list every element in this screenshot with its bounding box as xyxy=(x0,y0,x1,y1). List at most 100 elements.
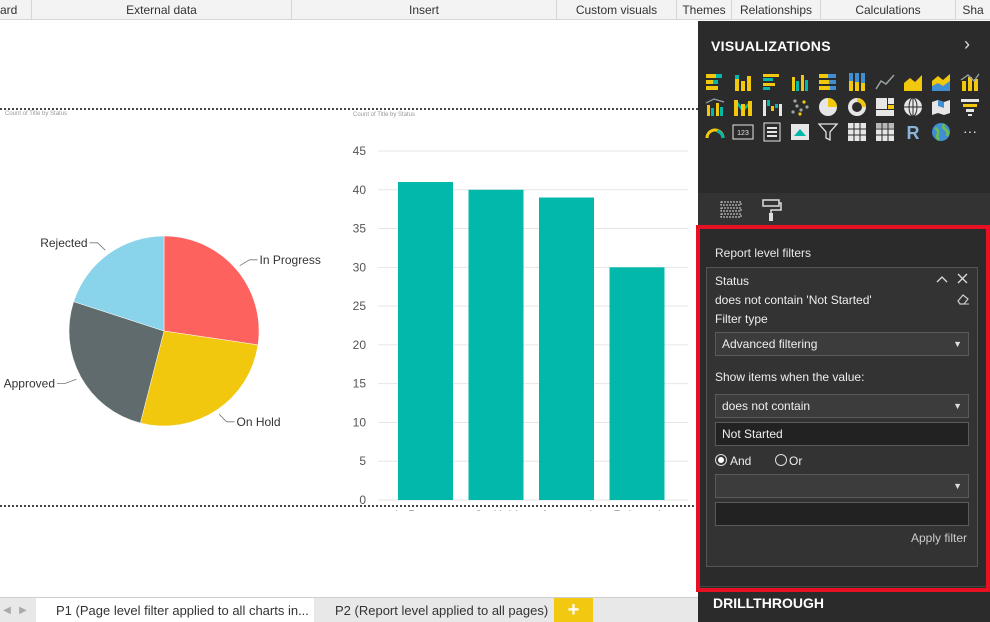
x-tick-label: Approved xyxy=(541,508,592,511)
pie-slice-rejected[interactable] xyxy=(73,235,165,332)
condition1-dropdown[interactable]: does not contain ▼ xyxy=(715,394,969,418)
y-tick-label: 35 xyxy=(353,222,367,236)
and-label: And xyxy=(730,454,752,468)
collapse-pane-icon[interactable]: › xyxy=(964,34,970,54)
line-column-icon[interactable] xyxy=(959,71,981,93)
visualizations-title: VISUALIZATIONS xyxy=(711,38,831,54)
r-visual-icon[interactable]: R xyxy=(902,121,924,143)
line-chart-icon[interactable] xyxy=(874,71,896,93)
tab-page-2[interactable]: P2 (Report level applied to all pages) xyxy=(335,603,549,618)
more-icon[interactable]: ··· xyxy=(959,121,981,143)
stacked-area-icon[interactable] xyxy=(930,71,952,93)
report-level-filters-title: Report level filters xyxy=(715,246,812,260)
kpi-icon[interactable] xyxy=(789,121,811,143)
filled-map-icon[interactable] xyxy=(930,96,952,118)
scatter-icon[interactable] xyxy=(789,96,811,118)
funnel-icon[interactable] xyxy=(959,96,981,118)
clear-filter-eraser-icon[interactable] xyxy=(956,293,970,305)
ribbon-group-external-data[interactable]: External data xyxy=(32,0,292,20)
chevron-down-icon: ▼ xyxy=(953,339,962,349)
pie-slice-approved[interactable] xyxy=(68,301,165,424)
filter-type-value: Advanced filtering xyxy=(722,337,818,351)
stacked-column-icon[interactable] xyxy=(732,71,754,93)
pane-tabs xyxy=(698,193,990,229)
report-canvas: Count of Title by Status Count of Title … xyxy=(0,21,698,597)
pie-slice-on-hold[interactable] xyxy=(140,330,259,427)
y-tick-label: 5 xyxy=(359,454,366,468)
value1-input[interactable]: Not Started xyxy=(715,422,969,446)
y-tick-label: 30 xyxy=(353,260,367,274)
x-tick-label: On Hold xyxy=(474,508,518,511)
bar-chart-caption: Count of Title by Status xyxy=(353,112,416,118)
card-icon[interactable]: 123 xyxy=(732,121,754,143)
fields-well-icon[interactable] xyxy=(720,200,742,220)
treemap-icon[interactable] xyxy=(874,96,896,118)
apply-filter-link[interactable]: Apply filter xyxy=(911,531,968,545)
y-tick-label: 15 xyxy=(353,377,367,391)
pie-chart-caption: Count of Title by Status xyxy=(5,111,68,117)
multi-row-card-icon[interactable] xyxy=(761,121,783,143)
area-chart-icon[interactable] xyxy=(902,71,924,93)
map-icon[interactable] xyxy=(902,96,924,118)
chevron-down-icon: ▼ xyxy=(953,481,962,491)
bar-in-progress[interactable] xyxy=(398,182,453,500)
100-bar-icon[interactable] xyxy=(817,71,839,93)
remove-filter-icon[interactable] xyxy=(957,273,968,284)
slicer-icon[interactable] xyxy=(817,121,839,143)
add-page-button[interactable]: + xyxy=(554,598,593,622)
pie-chart[interactable]: In Progress On Hold Approved Rejected xyxy=(0,181,345,501)
ribbon-group-relationships[interactable]: Relationships xyxy=(732,0,821,20)
pie-label: Rejected xyxy=(40,236,87,250)
drillthrough-title: DRILLTHROUGH xyxy=(713,595,824,611)
stacked-bar-icon[interactable] xyxy=(704,71,726,93)
tab-scroll-right-icon[interactable]: ▶ xyxy=(19,605,27,616)
x-tick-label: In Progress xyxy=(395,508,456,511)
drillthrough-section: DRILLTHROUGH xyxy=(698,586,990,622)
ribbon-group-themes[interactable]: Themes xyxy=(677,0,732,20)
gauge-icon[interactable] xyxy=(704,121,726,143)
more-icon-label: ··· xyxy=(963,123,977,139)
condition1-value: does not contain xyxy=(722,399,811,413)
page-boundary-top xyxy=(0,108,698,110)
card-icon-label: 123 xyxy=(737,130,749,137)
show-items-label: Show items when the value: xyxy=(715,370,865,384)
bar-approved[interactable] xyxy=(539,197,594,500)
line-clustered-column-icon[interactable] xyxy=(704,96,726,118)
y-tick-label: 40 xyxy=(353,183,367,197)
donut-icon[interactable] xyxy=(846,96,868,118)
bar-chart[interactable]: 0 5 10 15 20 25 30 35 40 45 In Progress On Hold Appr… xyxy=(345,121,690,511)
pie-label: Approved xyxy=(4,377,55,391)
ribbon-group-calculations[interactable]: Calculations xyxy=(821,0,956,20)
condition2-dropdown[interactable]: ▼ xyxy=(715,474,969,498)
100-column-icon[interactable] xyxy=(846,71,868,93)
ribbon-group-share[interactable]: Sha xyxy=(962,3,984,17)
globe-icon[interactable] xyxy=(930,121,952,143)
or-label: Or xyxy=(789,454,803,468)
bar-on-hold[interactable] xyxy=(468,189,524,500)
ribbon: ard External data Insert Custom visuals … xyxy=(0,0,990,20)
clustered-column-icon[interactable] xyxy=(789,71,811,93)
pie-icon[interactable] xyxy=(817,96,839,118)
filter-type-dropdown[interactable]: Advanced filtering ▼ xyxy=(715,332,969,356)
table-icon[interactable] xyxy=(846,121,868,143)
bar-rejected[interactable] xyxy=(609,267,665,500)
pie-slice-in-progress[interactable] xyxy=(163,235,260,346)
collapse-filter-icon[interactable] xyxy=(936,274,948,284)
value2-input[interactable] xyxy=(715,502,969,526)
pie-leader-line xyxy=(57,378,77,384)
filter-summary: does not contain 'Not Started' xyxy=(715,293,872,307)
and-radio[interactable] xyxy=(715,454,727,466)
tab-page-1[interactable]: P1 (Page level filter applied to all cha… xyxy=(36,598,314,622)
ribbon-group-clipboard[interactable]: ard xyxy=(0,0,32,20)
tab-scroll-left-icon[interactable]: ◀ xyxy=(3,605,11,616)
ribbon-chart-icon[interactable] xyxy=(732,96,754,118)
x-tick-label: Rejected xyxy=(613,508,660,511)
or-radio[interactable] xyxy=(775,454,787,466)
waterfall-icon[interactable] xyxy=(761,96,783,118)
filter-field-name: Status xyxy=(715,274,750,288)
ribbon-group-insert[interactable]: Insert xyxy=(292,0,557,20)
clustered-bar-icon[interactable] xyxy=(761,71,783,93)
ribbon-group-custom-visuals[interactable]: Custom visuals xyxy=(557,0,677,20)
matrix-icon[interactable] xyxy=(874,121,896,143)
format-paint-roller-icon[interactable] xyxy=(760,198,782,222)
